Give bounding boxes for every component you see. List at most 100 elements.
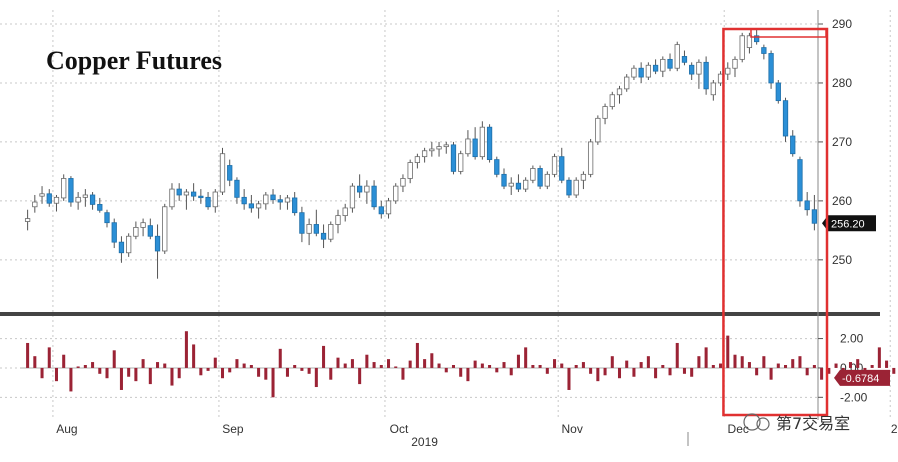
candle-body [797,159,803,202]
candle [414,153,421,169]
oscillator-bar [192,344,196,368]
oscillator-bar [387,359,391,368]
oscillator-bar [307,367,311,374]
candle [263,192,269,210]
oscillator-bar [213,357,217,368]
oscillator-bar [228,367,232,373]
oscillator-bar [451,365,455,368]
candle [97,197,103,213]
candle [523,177,529,193]
oscillator-bar [531,365,535,368]
oscillator-bar [83,365,87,368]
candle-body [479,126,485,158]
oscillator-bar [740,356,744,368]
candle [465,130,471,157]
candle [400,174,406,193]
x-tick-label: 2020 [891,422,898,436]
candle-body [198,195,204,199]
candle-body [320,232,327,240]
x-tick-label: Oct [390,422,409,436]
candle-body [241,196,247,205]
candle [616,85,623,104]
candle [566,177,572,198]
oscillator-bar [322,345,326,368]
candle [551,153,558,178]
oscillator-bar [834,363,838,368]
candle [306,218,312,246]
candle [580,171,587,190]
oscillator-bar [242,363,246,368]
candle [320,224,327,249]
candle [573,177,579,198]
oscillator-bar [437,363,441,368]
candle-body [162,206,168,252]
oscillator-bar [589,367,593,374]
candle-body [725,67,731,75]
candle [421,147,428,163]
candle-body [696,61,702,75]
candle [674,41,680,72]
candle [75,192,81,210]
oscillator-bar [271,367,275,398]
oscillator-bar [314,367,318,388]
oscillator-bar [711,365,715,368]
oscillator-bar [480,363,484,368]
candle-body [378,206,384,215]
candle-body [234,179,240,198]
candle-body [212,191,218,208]
oscillator-bar [69,367,73,392]
oscillator-bar [91,362,95,368]
candle-body [523,179,529,190]
candle [241,189,247,210]
candle [111,218,117,249]
candle-body [292,197,298,214]
candle-body [624,76,630,90]
oscillator-bar [567,367,571,390]
candle [364,180,370,204]
candle-body [68,178,74,203]
candle [667,53,673,72]
oscillator-bar [358,367,362,385]
last-oscillator-tag [834,369,890,386]
candle [126,233,132,257]
candle [89,192,96,210]
candle-body [667,58,673,69]
candle-body [458,153,464,172]
oscillator-bar [249,365,253,368]
oscillator-bar [690,367,694,377]
oscillator-bar [444,367,448,373]
candle-body [595,117,601,143]
candle-body [299,212,305,234]
oscillator-bar [784,365,788,368]
candle [248,194,255,213]
candle [559,147,565,184]
candle-body [219,153,226,193]
oscillator-bar [336,357,340,368]
candle [458,150,464,175]
oscillator-bar [473,360,477,368]
oscillator-bar [379,365,383,368]
oscillator-bar [329,367,333,380]
candle [652,59,659,75]
candle [508,177,514,195]
candle [357,174,363,198]
candle [284,194,291,210]
candle [219,147,226,195]
candle [407,159,413,184]
candle [429,141,435,157]
candle [479,121,485,160]
candle [472,127,478,160]
candle-body [602,106,608,119]
candle-body [804,200,810,211]
x-tick-label: Dec [728,422,749,436]
candle-body [436,146,442,150]
candle-body [75,196,81,203]
candle-body [544,173,550,187]
candle-body [176,188,182,196]
candle [277,194,283,210]
candle-body [255,203,262,209]
candle-body [551,156,558,175]
oscillator-bar [661,365,665,368]
candle-body [681,56,688,63]
